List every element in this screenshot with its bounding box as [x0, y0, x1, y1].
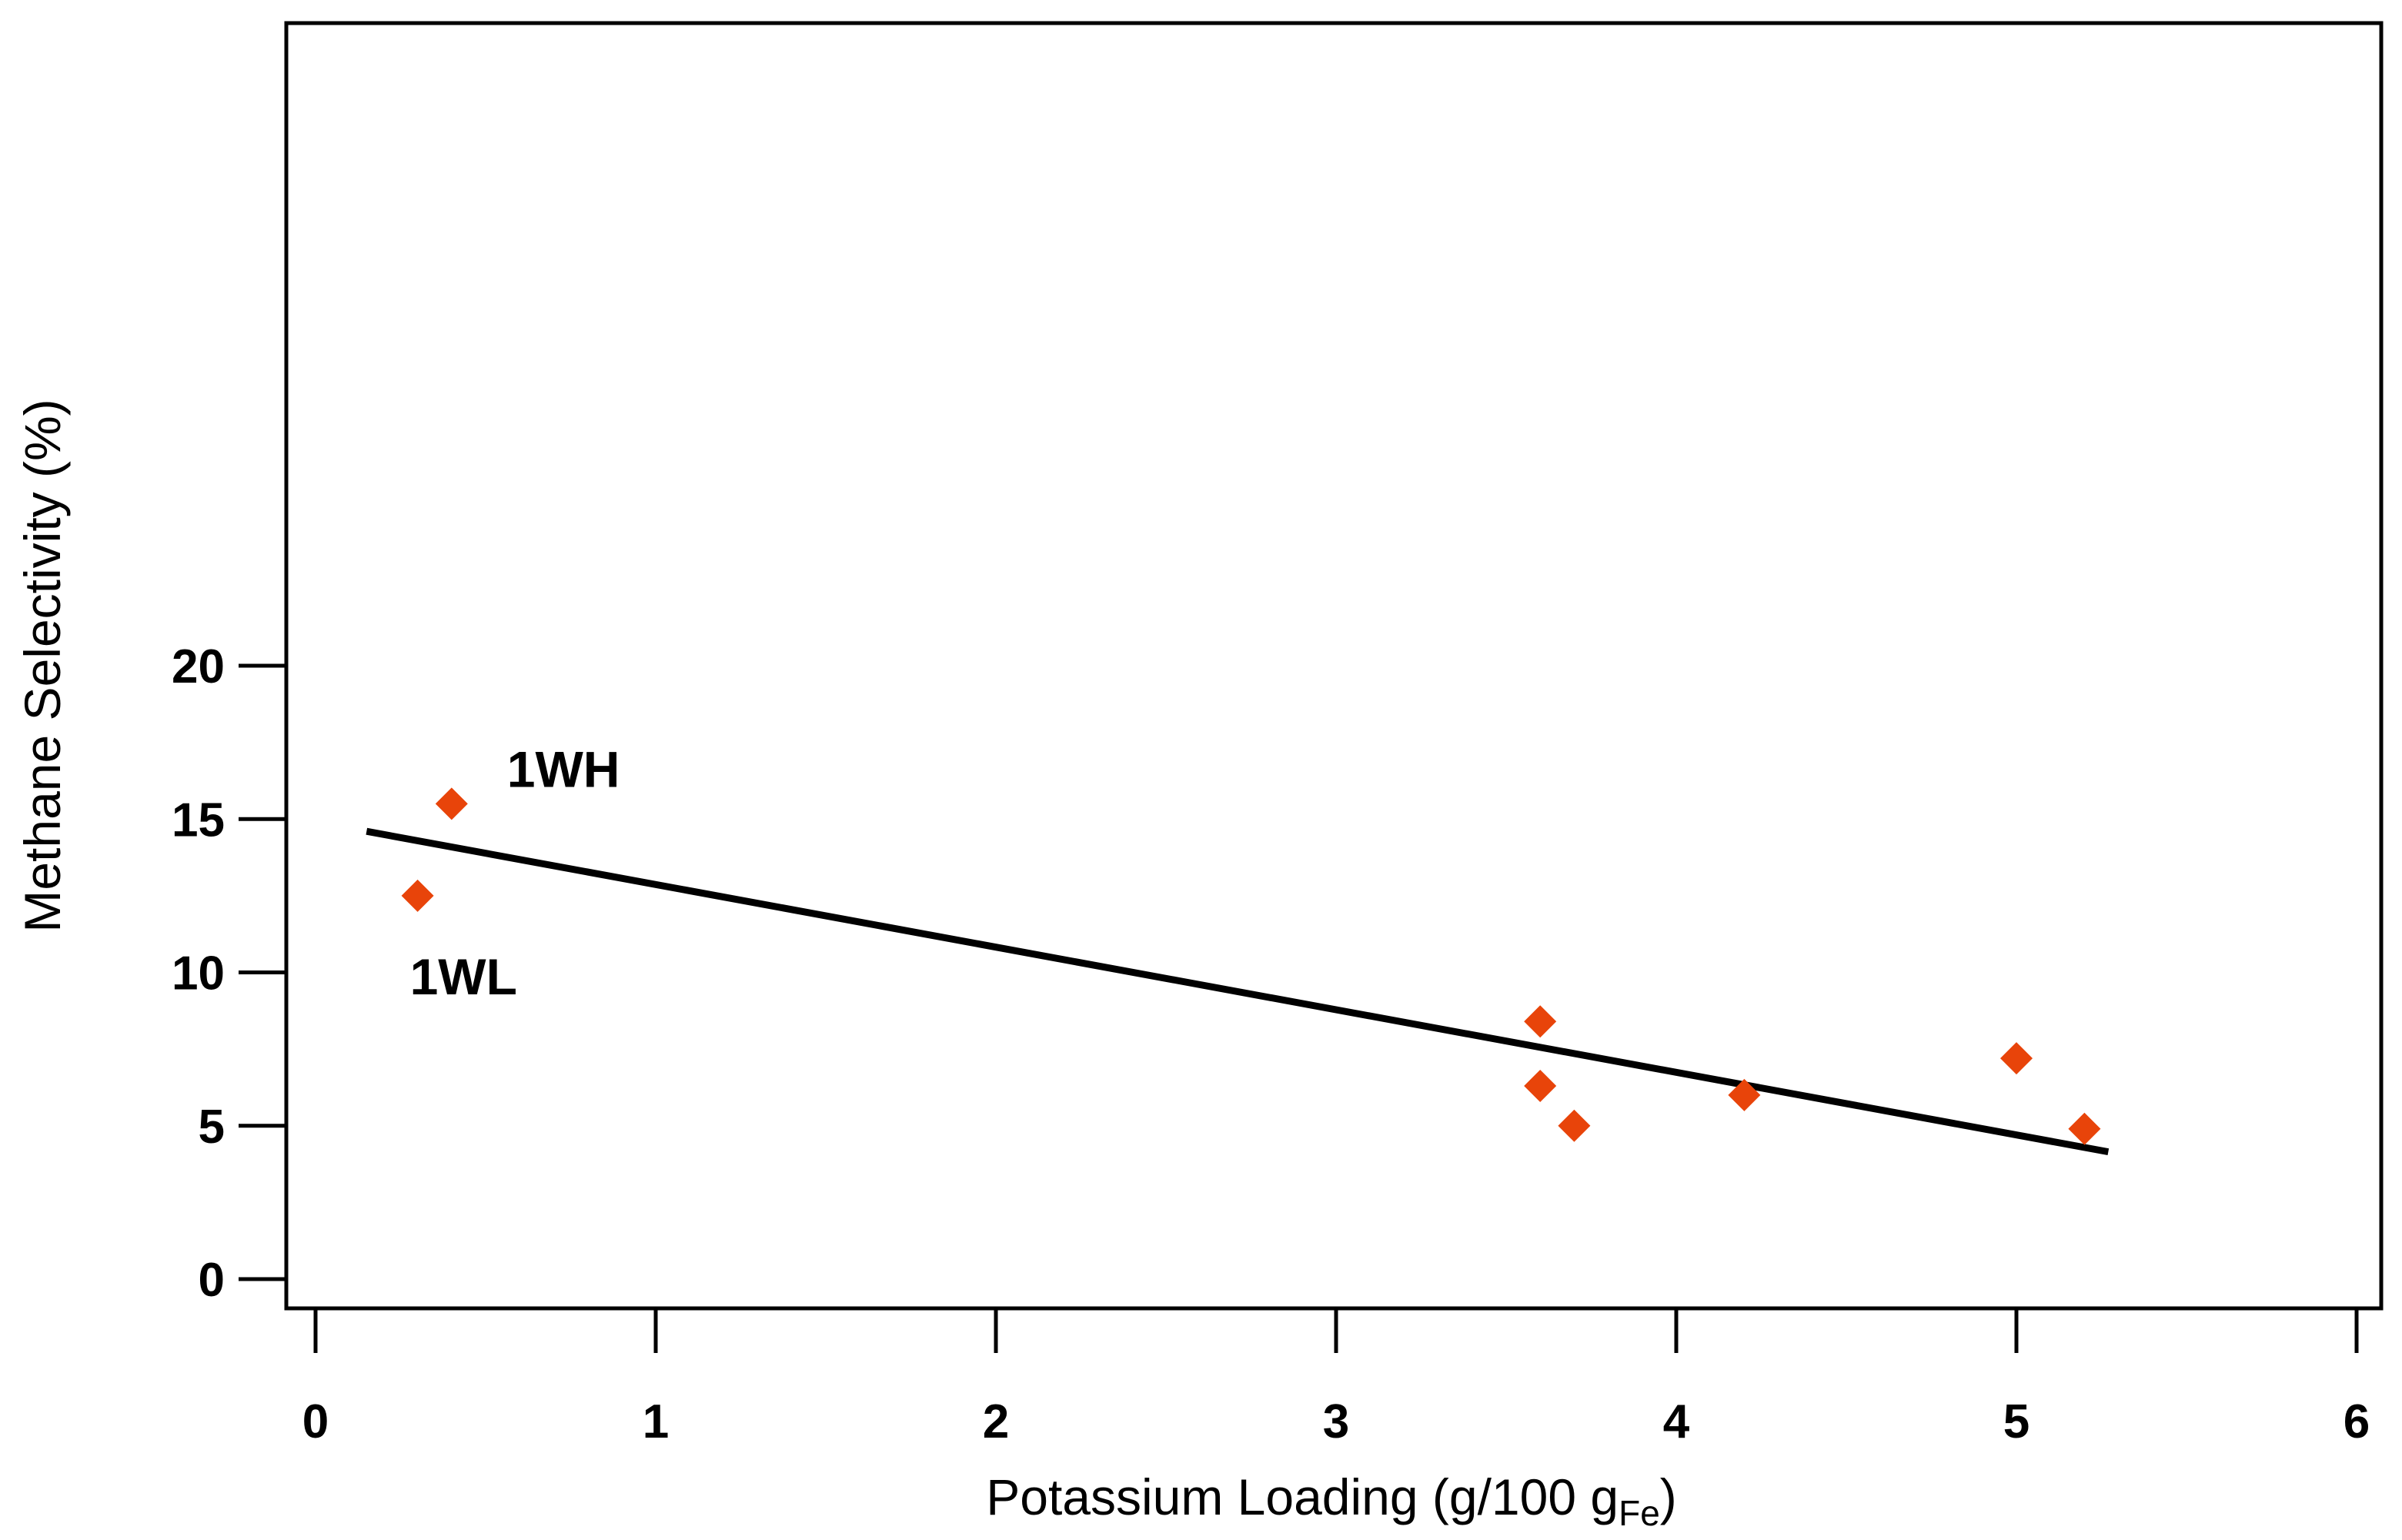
data-point-diamond	[435, 787, 468, 820]
x-axis-title: Potassium Loading (g/100 gFe)	[986, 1468, 1677, 1533]
regression-line	[366, 827, 2110, 1156]
y-tick-label: 10	[172, 947, 225, 1000]
y-tick-label: 0	[199, 1254, 225, 1307]
y-axis-title: Methane Selectivity (%)	[14, 399, 71, 932]
x-tick-label: 3	[1323, 1395, 1349, 1448]
data-point-diamond	[2068, 1112, 2101, 1145]
x-tick-label: 0	[302, 1395, 329, 1448]
data-point-diamond	[1524, 1005, 1557, 1038]
x-tick-label: 6	[2344, 1395, 2370, 1448]
data-point-diamond	[401, 879, 434, 912]
point-annotation: 1WL	[410, 948, 517, 1005]
point-annotation: 1WH	[507, 740, 620, 797]
data-point-diamond	[1524, 1069, 1557, 1102]
annotations: 1WH 1WL	[410, 740, 620, 1005]
regression-line-group	[366, 827, 2110, 1156]
x-axis-title-subscript: Fe	[1619, 1493, 1660, 1533]
x-tick-label: 2	[983, 1395, 1009, 1448]
y-tick-label: 15	[172, 793, 225, 847]
y-tick-label: 20	[172, 640, 225, 693]
data-point-diamond	[1728, 1078, 1761, 1111]
y-axis-ticks: 0 5 10 15 20	[172, 640, 286, 1307]
x-axis-title-close: )	[1660, 1468, 1677, 1525]
data-point-diamond	[2000, 1042, 2033, 1075]
y-tick-label: 5	[199, 1101, 225, 1154]
plot-frame	[284, 21, 2384, 1311]
x-tick-label: 1	[643, 1395, 669, 1448]
data-point-diamond	[1558, 1109, 1591, 1142]
x-axis-title-main: Potassium Loading (g/100 g	[986, 1468, 1619, 1525]
x-tick-label: 5	[2003, 1395, 2030, 1448]
x-tick-label: 4	[1663, 1395, 1690, 1448]
data-points	[401, 787, 2101, 1145]
x-axis-ticks: 0 1 2 3 4 5 6	[302, 1308, 2370, 1448]
